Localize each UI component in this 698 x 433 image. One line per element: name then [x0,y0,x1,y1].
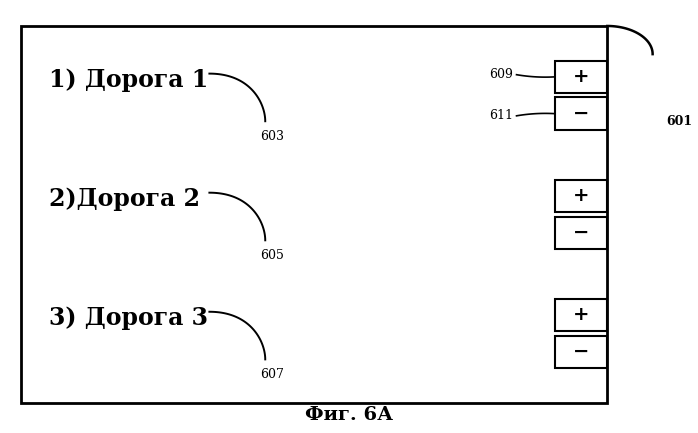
Text: −: − [573,105,589,123]
Text: 607: 607 [260,368,284,381]
Text: Фиг. 6А: Фиг. 6А [305,406,393,424]
Text: −: − [573,343,589,361]
Text: 603: 603 [260,130,284,143]
FancyBboxPatch shape [555,216,607,249]
FancyBboxPatch shape [21,26,607,403]
Text: 605: 605 [260,249,284,262]
Text: +: + [573,306,589,324]
Text: 2)Дорога 2: 2)Дорога 2 [49,187,200,211]
Text: −: − [573,224,589,242]
FancyBboxPatch shape [555,180,607,212]
FancyBboxPatch shape [555,299,607,331]
Text: 609: 609 [489,68,513,81]
Text: 601: 601 [667,115,692,128]
Text: +: + [573,187,589,205]
FancyBboxPatch shape [555,336,607,368]
FancyBboxPatch shape [555,61,607,93]
Text: 1) Дорога 1: 1) Дорога 1 [49,68,208,92]
FancyBboxPatch shape [555,97,607,130]
Text: +: + [573,68,589,86]
Text: 611: 611 [489,109,513,123]
Text: 3) Дорога 3: 3) Дорога 3 [49,306,208,330]
